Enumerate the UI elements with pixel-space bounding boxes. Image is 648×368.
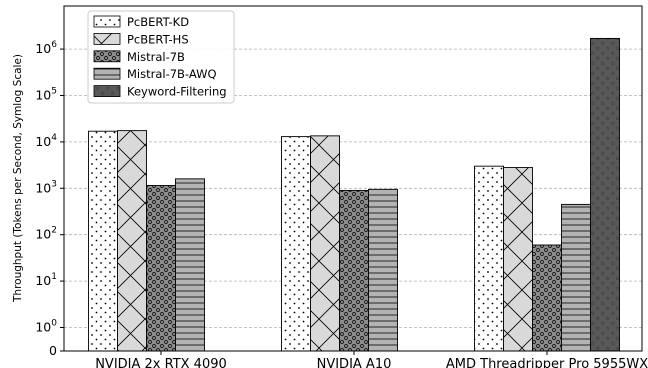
bar-pcbert-kd-2 [474, 165, 504, 352]
y-ticks: 0 100 101 102 103 104 105 106 [35, 40, 64, 358]
legend: PcBERT-KD PcBERT-HS Mistral-7B Mistral-7B-A… [87, 10, 235, 104]
bar-mistral-7b-1 [339, 189, 369, 352]
legend-label: Mistral-7B [127, 50, 185, 64]
x-tick-label: NVIDIA A10 [317, 357, 392, 368]
bar-pcbert-hs-1 [310, 135, 340, 352]
legend-swatch [93, 15, 121, 28]
legend-swatch [93, 85, 121, 97]
bar-keyword-filtering-2 [590, 37, 620, 352]
legend-label: PcBERT-KD [127, 15, 189, 29]
plot-frame [63, 5, 643, 352]
legend-box [87, 10, 235, 104]
bar-pcbert-hs-2 [503, 167, 533, 352]
legend-label: Keyword-Filtering [127, 85, 227, 99]
bar-pcbert-hs-0 [117, 130, 147, 352]
legend-swatch [93, 33, 121, 45]
legend-swatch [93, 50, 121, 63]
y-tick-label: 102 [35, 226, 57, 242]
bar-mistral-7b-awq-2 [561, 203, 591, 352]
bar-mistral-7b-awq-0 [175, 178, 205, 352]
y-axis-title: Throughput (Tokens per Second, Symlog Sc… [12, 54, 24, 303]
y-tick-label: 106 [35, 40, 57, 56]
y-tick-label: 105 [35, 87, 57, 103]
bar-mistral-7b-2 [532, 244, 562, 352]
bar-mistral-7b-awq-1 [368, 188, 398, 352]
legend-label: PcBERT-HS [127, 32, 189, 46]
x-ticks: NVIDIA 2x RTX 4090 NVIDIA A10 AMD Threadri… [95, 351, 648, 368]
y-tick-label: 104 [35, 133, 57, 149]
legend-label: Mistral-7B-AWQ [127, 67, 217, 81]
bar-pcbert-kd-1 [281, 136, 311, 352]
bar-mistral-7b-0 [146, 185, 176, 352]
y-tick-label: 0 [49, 343, 57, 358]
bar-pcbert-kd-0 [88, 130, 118, 352]
legend-swatch [93, 67, 121, 80]
y-tick-label: 100 [35, 319, 57, 335]
x-tick-label: AMD Threadripper Pro 5955WX [446, 357, 648, 368]
x-tick-label: NVIDIA 2x RTX 4090 [95, 357, 227, 368]
axes [63, 5, 643, 352]
bars [88, 37, 620, 352]
y-tick-label: 103 [35, 179, 57, 195]
y-tick-label: 101 [35, 272, 57, 288]
